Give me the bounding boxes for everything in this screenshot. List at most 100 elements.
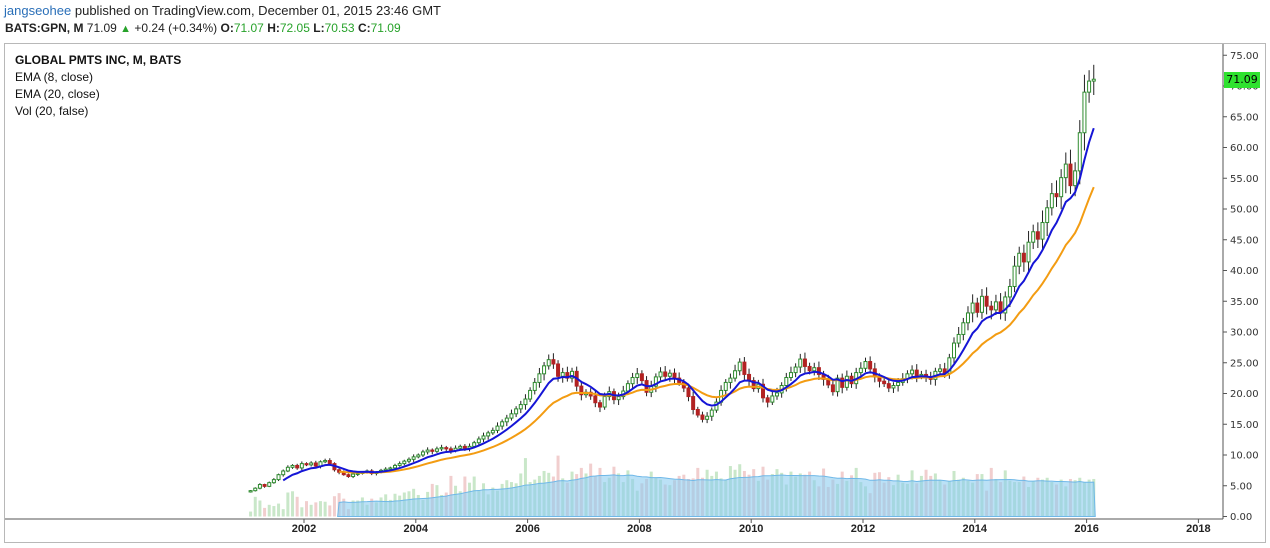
x-tick-label: 2014 <box>963 523 988 535</box>
candle-body <box>798 358 803 368</box>
candle-body <box>537 373 542 383</box>
candle-body <box>774 392 779 397</box>
candle-body <box>896 381 901 387</box>
candle-body <box>1021 252 1026 263</box>
candle-body <box>1054 193 1059 198</box>
candle-body <box>299 463 304 469</box>
volume-bar <box>332 496 336 517</box>
candle-body <box>309 462 314 466</box>
high-value: 72.05 <box>279 21 310 35</box>
legend-ema20[interactable]: EMA (20, close) <box>15 87 100 101</box>
y-tick-label: 65.00 <box>1230 112 1259 123</box>
candle-body <box>1082 91 1087 134</box>
x-tick-label: 2004 <box>404 523 429 535</box>
candle-body <box>542 365 547 375</box>
candle-body <box>551 359 556 365</box>
open-label: O: <box>220 21 234 35</box>
volume-bar <box>277 503 281 517</box>
candle-body <box>556 363 561 377</box>
volume-ma-area <box>337 474 1096 517</box>
candle-body <box>458 445 463 449</box>
candle-body <box>397 463 402 466</box>
candle-body <box>523 398 528 406</box>
volume-bar <box>323 501 327 517</box>
chart-frame[interactable] <box>4 43 1266 543</box>
candle-body <box>1091 78 1096 82</box>
author-link[interactable]: jangseohee <box>4 3 72 18</box>
candle-body <box>956 333 961 344</box>
candle-body <box>444 447 449 450</box>
candle-body <box>267 482 272 487</box>
volume-bar <box>258 500 262 517</box>
candle-body <box>868 361 873 370</box>
candle-body <box>630 377 635 385</box>
candle-body <box>406 458 411 462</box>
candle-body <box>938 368 943 372</box>
candle-body <box>509 413 514 419</box>
y-tick-label: 0.00 <box>1230 512 1252 523</box>
candle-body <box>402 460 407 465</box>
candle-body <box>514 408 519 415</box>
candle-body <box>481 435 486 440</box>
candle-body <box>281 470 286 476</box>
legend-ema8[interactable]: EMA (8, close) <box>15 70 94 84</box>
candle-body <box>560 372 565 377</box>
candle-body <box>486 432 491 437</box>
candle-body <box>761 383 766 399</box>
close-value: 71.09 <box>370 21 401 35</box>
candle-body <box>439 447 444 450</box>
candle-body <box>476 438 481 444</box>
candle-body <box>784 377 789 387</box>
candle-body <box>886 383 891 389</box>
candle-body <box>602 396 607 408</box>
candle-body <box>295 464 300 469</box>
volume-bar <box>267 504 271 517</box>
candle-body <box>420 451 425 456</box>
volume-bar <box>253 496 257 517</box>
candle-body <box>346 474 351 478</box>
candle-body <box>327 460 332 465</box>
candle-body <box>975 302 980 313</box>
candle-body <box>961 322 966 335</box>
candle-body <box>393 464 398 469</box>
x-tick-label: 2018 <box>1186 523 1210 535</box>
candle-body <box>276 474 281 481</box>
y-tick-label: 5.00 <box>1230 481 1252 492</box>
candle-body <box>807 365 812 372</box>
volume-bar <box>249 511 253 517</box>
candle-body <box>625 383 630 392</box>
candle-body <box>1003 296 1008 314</box>
candle-body <box>313 462 318 467</box>
candle-body <box>667 372 672 377</box>
candle-body <box>993 301 998 311</box>
candle-body <box>495 425 500 431</box>
candle-body <box>546 359 551 367</box>
candle-body <box>570 370 575 379</box>
legend-volume[interactable]: Vol (20, false) <box>15 104 89 118</box>
candle-body <box>737 361 742 372</box>
candle-body <box>616 396 621 401</box>
candle-body <box>812 367 817 372</box>
candle-body <box>802 358 807 367</box>
candle-body <box>430 449 435 452</box>
candle-body <box>635 373 640 379</box>
volume-bar <box>295 496 299 517</box>
candle-body <box>290 464 295 468</box>
candle-body <box>257 484 262 489</box>
candle-body <box>830 384 835 393</box>
candle-body <box>770 395 775 403</box>
candle-body <box>844 375 849 388</box>
candle-body <box>504 417 509 423</box>
candle-body <box>914 369 919 377</box>
published-text: published on TradingView.com, December 0… <box>74 3 441 18</box>
candle-body <box>816 367 821 375</box>
candle-body <box>1035 231 1040 240</box>
y-tick-label: 30.00 <box>1230 328 1259 339</box>
y-tick-label: 15.00 <box>1230 420 1259 431</box>
y-tick-label: 25.00 <box>1230 358 1259 369</box>
candle-body <box>691 396 696 410</box>
last-price-tag: 71.09 <box>1224 72 1260 88</box>
candle-body <box>593 395 598 404</box>
volume-bar <box>286 492 290 517</box>
